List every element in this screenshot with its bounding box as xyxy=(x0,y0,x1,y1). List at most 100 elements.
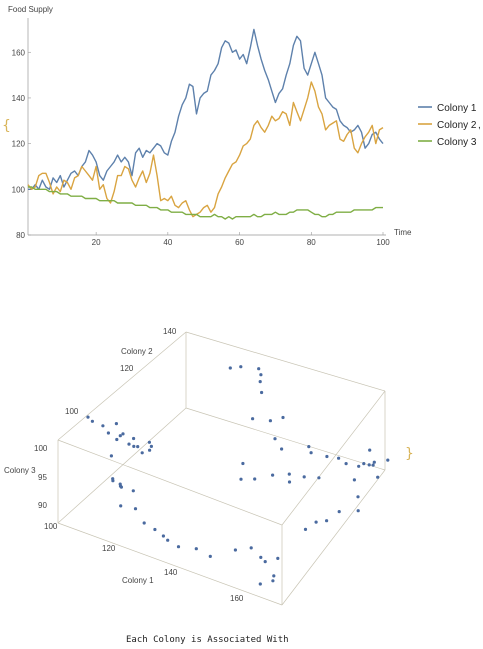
y-axis-ticks: 80 100 120 140 160 xyxy=(12,48,31,240)
scatter-point xyxy=(344,462,348,466)
legend: Colony 1 Colony 2 , Colony 3 xyxy=(418,103,481,148)
box-edge xyxy=(185,407,386,471)
y-tick-label: 140 xyxy=(12,94,26,103)
scatter-point xyxy=(132,436,136,441)
scatter-point xyxy=(166,538,170,542)
bounding-box xyxy=(57,331,386,606)
scatter-point xyxy=(325,454,329,459)
scatter-point xyxy=(258,582,262,586)
y-tick-label: 80 xyxy=(16,231,25,240)
scatter-point xyxy=(249,546,253,550)
box-edge xyxy=(281,390,386,526)
series-line-colony-1 xyxy=(28,28,384,191)
left-tick-100: 100 xyxy=(65,407,79,416)
series-line-colony-3 xyxy=(28,186,383,220)
scatter-point xyxy=(356,495,360,499)
scatter-point xyxy=(132,444,136,448)
box-edge xyxy=(57,522,283,606)
box-edge xyxy=(57,407,187,524)
scatter-point xyxy=(307,445,311,449)
scatter-point xyxy=(271,473,275,477)
x-tick-160: 160 xyxy=(230,594,244,603)
x-tick-label: 100 xyxy=(376,238,390,247)
z-tick-95: 95 xyxy=(38,473,47,482)
scatter-point xyxy=(86,415,90,419)
scatter-point xyxy=(121,432,125,436)
box-edge xyxy=(57,439,283,526)
front-tick-100: 100 xyxy=(44,522,58,531)
scatter-point xyxy=(161,534,165,538)
scatter-point xyxy=(258,380,262,384)
scatter-point xyxy=(149,444,153,448)
right-bracket-glyph: } xyxy=(405,446,414,462)
scatter-point xyxy=(273,437,277,441)
scatter-point xyxy=(239,477,243,481)
scatter-point xyxy=(314,520,318,524)
scatter-point xyxy=(287,480,292,484)
scatter-point xyxy=(133,507,138,511)
scatter-point xyxy=(109,454,113,458)
scatter-point xyxy=(337,510,341,514)
box-edge xyxy=(281,469,386,606)
caption: Each Colony is Associated With xyxy=(126,635,289,645)
legend-comma-glyph: , xyxy=(478,120,481,131)
scatter-point xyxy=(239,365,243,369)
scatter-point xyxy=(131,489,135,493)
line-chart: 80 100 120 140 160 20 40 60 80 100 Food Supply T… xyxy=(2,5,412,247)
scatter-point xyxy=(106,431,110,435)
z-axis-label: Colony 3 xyxy=(4,466,36,475)
scatter-point xyxy=(176,545,181,549)
scatter-point xyxy=(281,415,285,420)
x-axis-label: Time xyxy=(394,228,412,237)
x-axis-ticks: 20 40 60 80 100 xyxy=(92,232,390,247)
scatter-point xyxy=(118,434,122,438)
scatter-point xyxy=(372,460,376,464)
y-tick-label: 100 xyxy=(12,185,26,194)
x-tick-label: 20 xyxy=(92,238,101,247)
scatter-point xyxy=(233,548,237,552)
scatter-3d-chart: Colony 3 Colony 2 Colony 1 140 120 100 1… xyxy=(4,327,414,606)
x-tick-label: 80 xyxy=(307,238,316,247)
scatter-point xyxy=(325,519,329,523)
scatter-point xyxy=(90,419,94,423)
scatter-point xyxy=(147,440,151,444)
left-bracket-glyph: { xyxy=(2,118,11,134)
scatter-point xyxy=(280,447,284,451)
x-tick-label: 40 xyxy=(163,238,172,247)
scatter-point xyxy=(276,556,280,561)
scatter-point xyxy=(241,461,245,466)
scatter-point xyxy=(140,451,144,455)
scatter-point xyxy=(303,527,308,532)
box-edge xyxy=(57,331,187,441)
scatter-point xyxy=(136,445,140,449)
scatter-point xyxy=(367,463,371,467)
scatter-point xyxy=(251,417,255,421)
scatter-point xyxy=(101,424,105,428)
scatter-point xyxy=(148,448,152,452)
z-tick-90: 90 xyxy=(38,501,47,510)
line-series-group xyxy=(27,28,384,220)
y-tick-label: 160 xyxy=(12,48,26,57)
scatter-point xyxy=(263,560,267,564)
x-tick-140: 140 xyxy=(164,568,178,577)
x-axis-label-3d: Colony 1 xyxy=(122,576,154,585)
scatter-point xyxy=(272,574,276,578)
scatter-point xyxy=(259,555,263,560)
scatter-point xyxy=(115,437,119,442)
scatter-point xyxy=(357,464,361,468)
y-tick-120: 120 xyxy=(120,364,134,373)
scatter-point xyxy=(111,477,115,481)
scatter-point xyxy=(153,527,157,532)
scatter-point xyxy=(386,458,390,462)
scatter-point xyxy=(259,373,263,377)
scatter-point xyxy=(317,476,321,480)
y-axis-label: Food Supply xyxy=(8,5,53,14)
legend-label-colony-1: Colony 1 xyxy=(437,103,477,114)
scatter-point xyxy=(257,367,261,371)
scatter-points xyxy=(86,365,390,586)
scatter-point xyxy=(119,504,123,508)
series-line-colony-2 xyxy=(27,81,384,218)
scatter-point xyxy=(352,478,356,482)
scatter-point xyxy=(253,477,257,481)
